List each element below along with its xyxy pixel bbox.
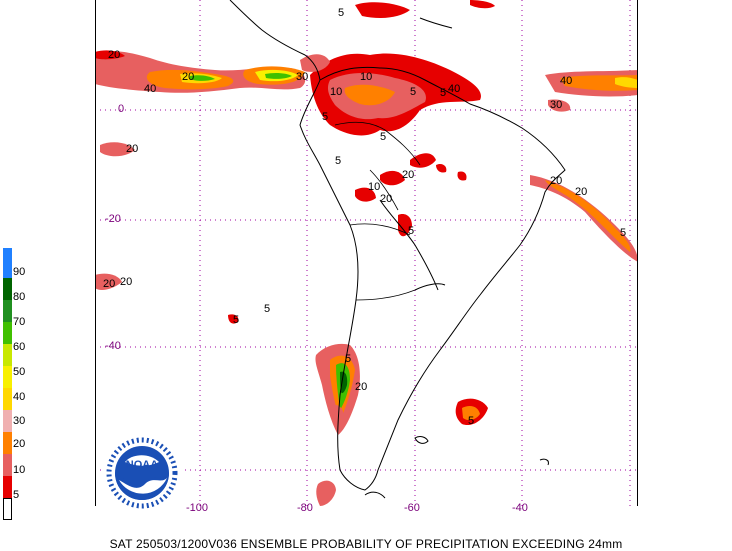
contour-label: 20 (380, 193, 392, 205)
contour-label: 5 (468, 415, 474, 427)
color-legend: 5 10 20 30 40 50 60 70 80 90 (0, 248, 40, 523)
legend-label-90: 90 (13, 266, 26, 278)
precipitation-areas (95, 0, 638, 506)
coastlines (229, 0, 566, 499)
contour-label: 30 (296, 71, 308, 83)
contour-label: 5 (380, 131, 386, 143)
contour-label: 5 (620, 227, 626, 239)
legend-swatch-70 (3, 322, 12, 344)
noaa-logo-text: NOAA (126, 459, 158, 471)
legend-label-40: 40 (13, 391, 26, 403)
contour-label: 10 (368, 181, 380, 193)
map-right-border (637, 0, 638, 506)
contour-label: 5 (440, 87, 446, 99)
contour-label: 20 (120, 276, 132, 288)
contour-label: 5 (408, 225, 414, 237)
contour-label: 30 (550, 99, 562, 111)
contour-label: 5 (410, 86, 416, 98)
legend-label-80: 80 (13, 291, 26, 303)
legend-swatch-5 (3, 476, 12, 498)
lon-label-minus-100: -100 (186, 502, 209, 514)
legend-label-5: 5 (13, 489, 20, 501)
legend-swatch-50 (3, 366, 12, 388)
legend-swatch-60 (3, 344, 12, 366)
contour-label: 10 (360, 71, 372, 83)
legend-label-30: 30 (13, 415, 26, 427)
map-left-border (95, 0, 96, 506)
contour-label: 5 (322, 111, 328, 123)
noaa-logo-icon: NOAA (102, 433, 182, 513)
legend-swatch-10 (3, 454, 12, 476)
contour-label: 5 (338, 7, 344, 19)
contour-label: 5 (264, 303, 270, 315)
legend-swatch-40 (3, 388, 12, 410)
noaa-logo: NOAA (101, 432, 183, 514)
contour-label: 5 (335, 155, 341, 167)
contour-label: 40 (448, 83, 460, 95)
legend-label-50: 50 (13, 366, 26, 378)
contour-label: 20 (355, 381, 367, 393)
map-caption: SAT 250503/1200V036 ENSEMBLE PROBABILITY… (109, 537, 623, 551)
lon-label-minus-80: -80 (297, 502, 313, 514)
contour-label: 40 (144, 83, 156, 95)
contour-label: 20 (182, 71, 194, 83)
contour-label: 20 (103, 278, 115, 290)
legend-swatch-30 (3, 410, 12, 432)
lat-label-minus-20: -20 (105, 213, 121, 225)
map-plot-area: 5 5 5 20 10 40 20 30 40 10 5 5 5 20 10 20 40 30 20 5 5 5 20 20 5… (95, 0, 638, 506)
legend-label-70: 70 (13, 316, 26, 328)
legend-swatch-white (3, 498, 12, 520)
lon-label-minus-40: -40 (512, 502, 528, 514)
contour-label: 20 (108, 49, 120, 61)
contour-label: 20 (126, 143, 138, 155)
contour-label: 5 (345, 353, 351, 365)
contour-label: 10 (330, 86, 342, 98)
legend-swatch-top (3, 248, 12, 278)
contour-label: 20 (402, 169, 414, 181)
lat-label-0: 0 (118, 103, 125, 115)
legend-swatch-20 (3, 432, 12, 454)
lon-label-minus-60: -60 (404, 502, 420, 514)
contour-label: 20 (575, 186, 587, 198)
legend-swatch-80 (3, 300, 12, 322)
legend-label-20: 20 (13, 438, 26, 450)
legend-label-60: 60 (13, 341, 26, 353)
legend-swatch-90 (3, 278, 12, 300)
graticule (95, 0, 638, 506)
contour-label: 20 (550, 175, 562, 187)
legend-label-10: 10 (13, 464, 26, 476)
contour-label: 5 (233, 314, 239, 326)
lat-label-minus-40: -40 (105, 340, 121, 352)
contour-label: 40 (560, 75, 572, 87)
